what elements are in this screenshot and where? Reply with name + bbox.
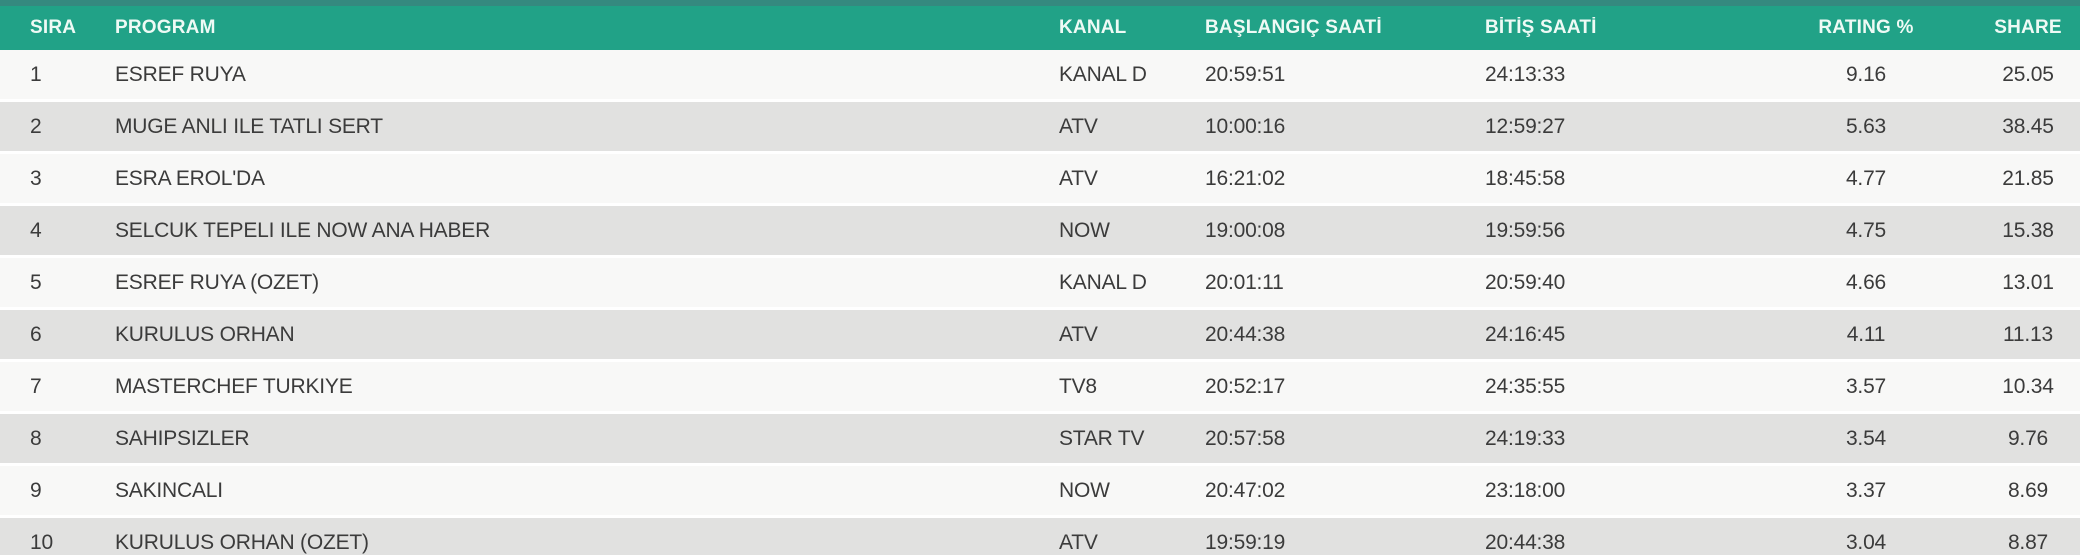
cell-sira: 9 [30,478,42,502]
cell-share: 10.34 [2002,374,2054,398]
table-row: 5 ESREF RUYA (OZET) KANAL D 20:01:11 20:59:4… [0,258,2080,307]
cell-sira: 2 [30,114,42,138]
cell-kanal: STAR TV [1059,426,1145,450]
cell-kanal: NOW [1059,478,1110,502]
cell-rating: 3.04 [1845,530,1887,554]
table-row: 9 SAKINCALI NOW 20:47:02 23:18:00 3.37 8.69 [0,466,2080,515]
cell-sira: 5 [30,270,42,294]
cell-kanal: ATV [1059,114,1098,138]
cell-start: 20:57:58 [1205,426,1286,450]
table-header-row: SIRA PROGRAM KANAL BAŞLANGIÇ SAATİ BİTİŞ… [0,6,2080,50]
cell-kanal: ATV [1059,530,1098,554]
column-header-start-time: BAŞLANGIÇ SAATİ [1205,17,1382,38]
cell-share: 8.69 [2007,478,2049,502]
table-row: 3 ESRA EROL'DA ATV 16:21:02 18:45:58 4.77 21.8… [0,154,2080,203]
cell-sira: 6 [30,322,42,346]
cell-end: 19:59:56 [1485,218,1566,242]
cell-rating: 3.37 [1845,478,1887,502]
cell-rating: 3.54 [1845,426,1887,450]
table-row: 4 SELCUK TEPELI ILE NOW ANA HABER NOW 19:00… [0,206,2080,255]
column-header-share: SHARE [1994,17,2062,38]
cell-share: 38.45 [2002,114,2054,138]
cell-share: 25.05 [2002,62,2054,86]
cell-program: KURULUS ORHAN [115,322,295,346]
cell-sira: 3 [30,166,42,190]
cell-start: 20:59:51 [1205,62,1286,86]
top-accent-strip [0,0,2080,6]
cell-kanal: TV8 [1059,374,1097,398]
column-header-rating: RATING % [1818,17,1914,38]
cell-end: 20:44:38 [1485,530,1566,554]
cell-program: SAKINCALI [115,478,223,502]
cell-share: 21.85 [2002,166,2054,190]
cell-share: 11.13 [2003,322,2053,346]
cell-kanal: KANAL D [1059,62,1147,86]
column-header-program: PROGRAM [115,17,216,38]
cell-share: 13.01 [2002,270,2054,294]
table-row: 10 KURULUS ORHAN (OZET) ATV 19:59:19 20:44:3… [0,518,2080,555]
cell-start: 20:47:02 [1205,478,1286,502]
cell-rating: 4.66 [1845,270,1887,294]
column-header-end-time: BİTİŞ SAATİ [1485,17,1597,38]
cell-rating: 5.63 [1845,114,1887,138]
cell-program: KURULUS ORHAN (OZET) [115,530,369,554]
cell-end: 12:59:27 [1485,114,1566,138]
cell-kanal: KANAL D [1059,270,1147,294]
cell-end: 23:18:00 [1485,478,1566,502]
cell-rating: 3.57 [1845,374,1887,398]
cell-start: 20:01:11 [1205,270,1284,294]
cell-rating: 4.11 [1846,322,1886,346]
cell-end: 24:16:45 [1485,322,1566,346]
cell-end: 18:45:58 [1485,166,1566,190]
cell-start: 19:00:08 [1205,218,1286,242]
cell-sira: 8 [30,426,42,450]
table-row: 6 KURULUS ORHAN ATV 20:44:38 24:16:45 4.11 11.… [0,310,2080,359]
cell-share: 15.38 [2002,218,2054,242]
cell-rating: 9.16 [1845,62,1887,86]
table-body: 1 ESREF RUYA KANAL D 20:59:51 24:13:33 9.16 25… [0,50,2080,555]
cell-program: ESRA EROL'DA [115,166,265,190]
cell-program: MUGE ANLI ILE TATLI SERT [115,114,383,138]
cell-share: 8.87 [2007,530,2049,554]
cell-end: 24:35:55 [1485,374,1566,398]
cell-start: 16:21:02 [1205,166,1286,190]
cell-end: 24:13:33 [1485,62,1566,86]
cell-share: 9.76 [2007,426,2049,450]
column-header-kanal: KANAL [1059,17,1127,38]
table-row: 2 MUGE ANLI ILE TATLI SERT ATV 10:00:16 12:5… [0,102,2080,151]
cell-sira: 10 [30,530,53,554]
cell-end: 20:59:40 [1485,270,1566,294]
cell-sira: 1 [30,62,42,86]
cell-start: 19:59:19 [1205,530,1286,554]
cell-kanal: ATV [1059,322,1098,346]
cell-rating: 4.77 [1845,166,1887,190]
cell-start: 20:52:17 [1205,374,1286,398]
cell-kanal: NOW [1059,218,1110,242]
cell-start: 10:00:16 [1205,114,1286,138]
cell-program: SAHIPSIZLER [115,426,250,450]
cell-end: 24:19:33 [1485,426,1566,450]
cell-program: MASTERCHEF TURKIYE [115,374,353,398]
cell-start: 20:44:38 [1205,322,1286,346]
table-row: 8 SAHIPSIZLER STAR TV 20:57:58 24:19:33 3.54 9… [0,414,2080,463]
cell-rating: 4.75 [1845,218,1887,242]
cell-kanal: ATV [1059,166,1098,190]
table-row: 1 ESREF RUYA KANAL D 20:59:51 24:13:33 9.16 25… [0,50,2080,99]
cell-program: ESREF RUYA [115,62,246,86]
cell-sira: 4 [30,218,42,242]
table-row: 7 MASTERCHEF TURKIYE TV8 20:52:17 24:35:55 3.… [0,362,2080,411]
cell-program: SELCUK TEPELI ILE NOW ANA HABER [115,218,491,242]
column-header-sira: SIRA [30,17,77,38]
cell-sira: 7 [30,374,42,398]
cell-program: ESREF RUYA (OZET) [115,270,319,294]
